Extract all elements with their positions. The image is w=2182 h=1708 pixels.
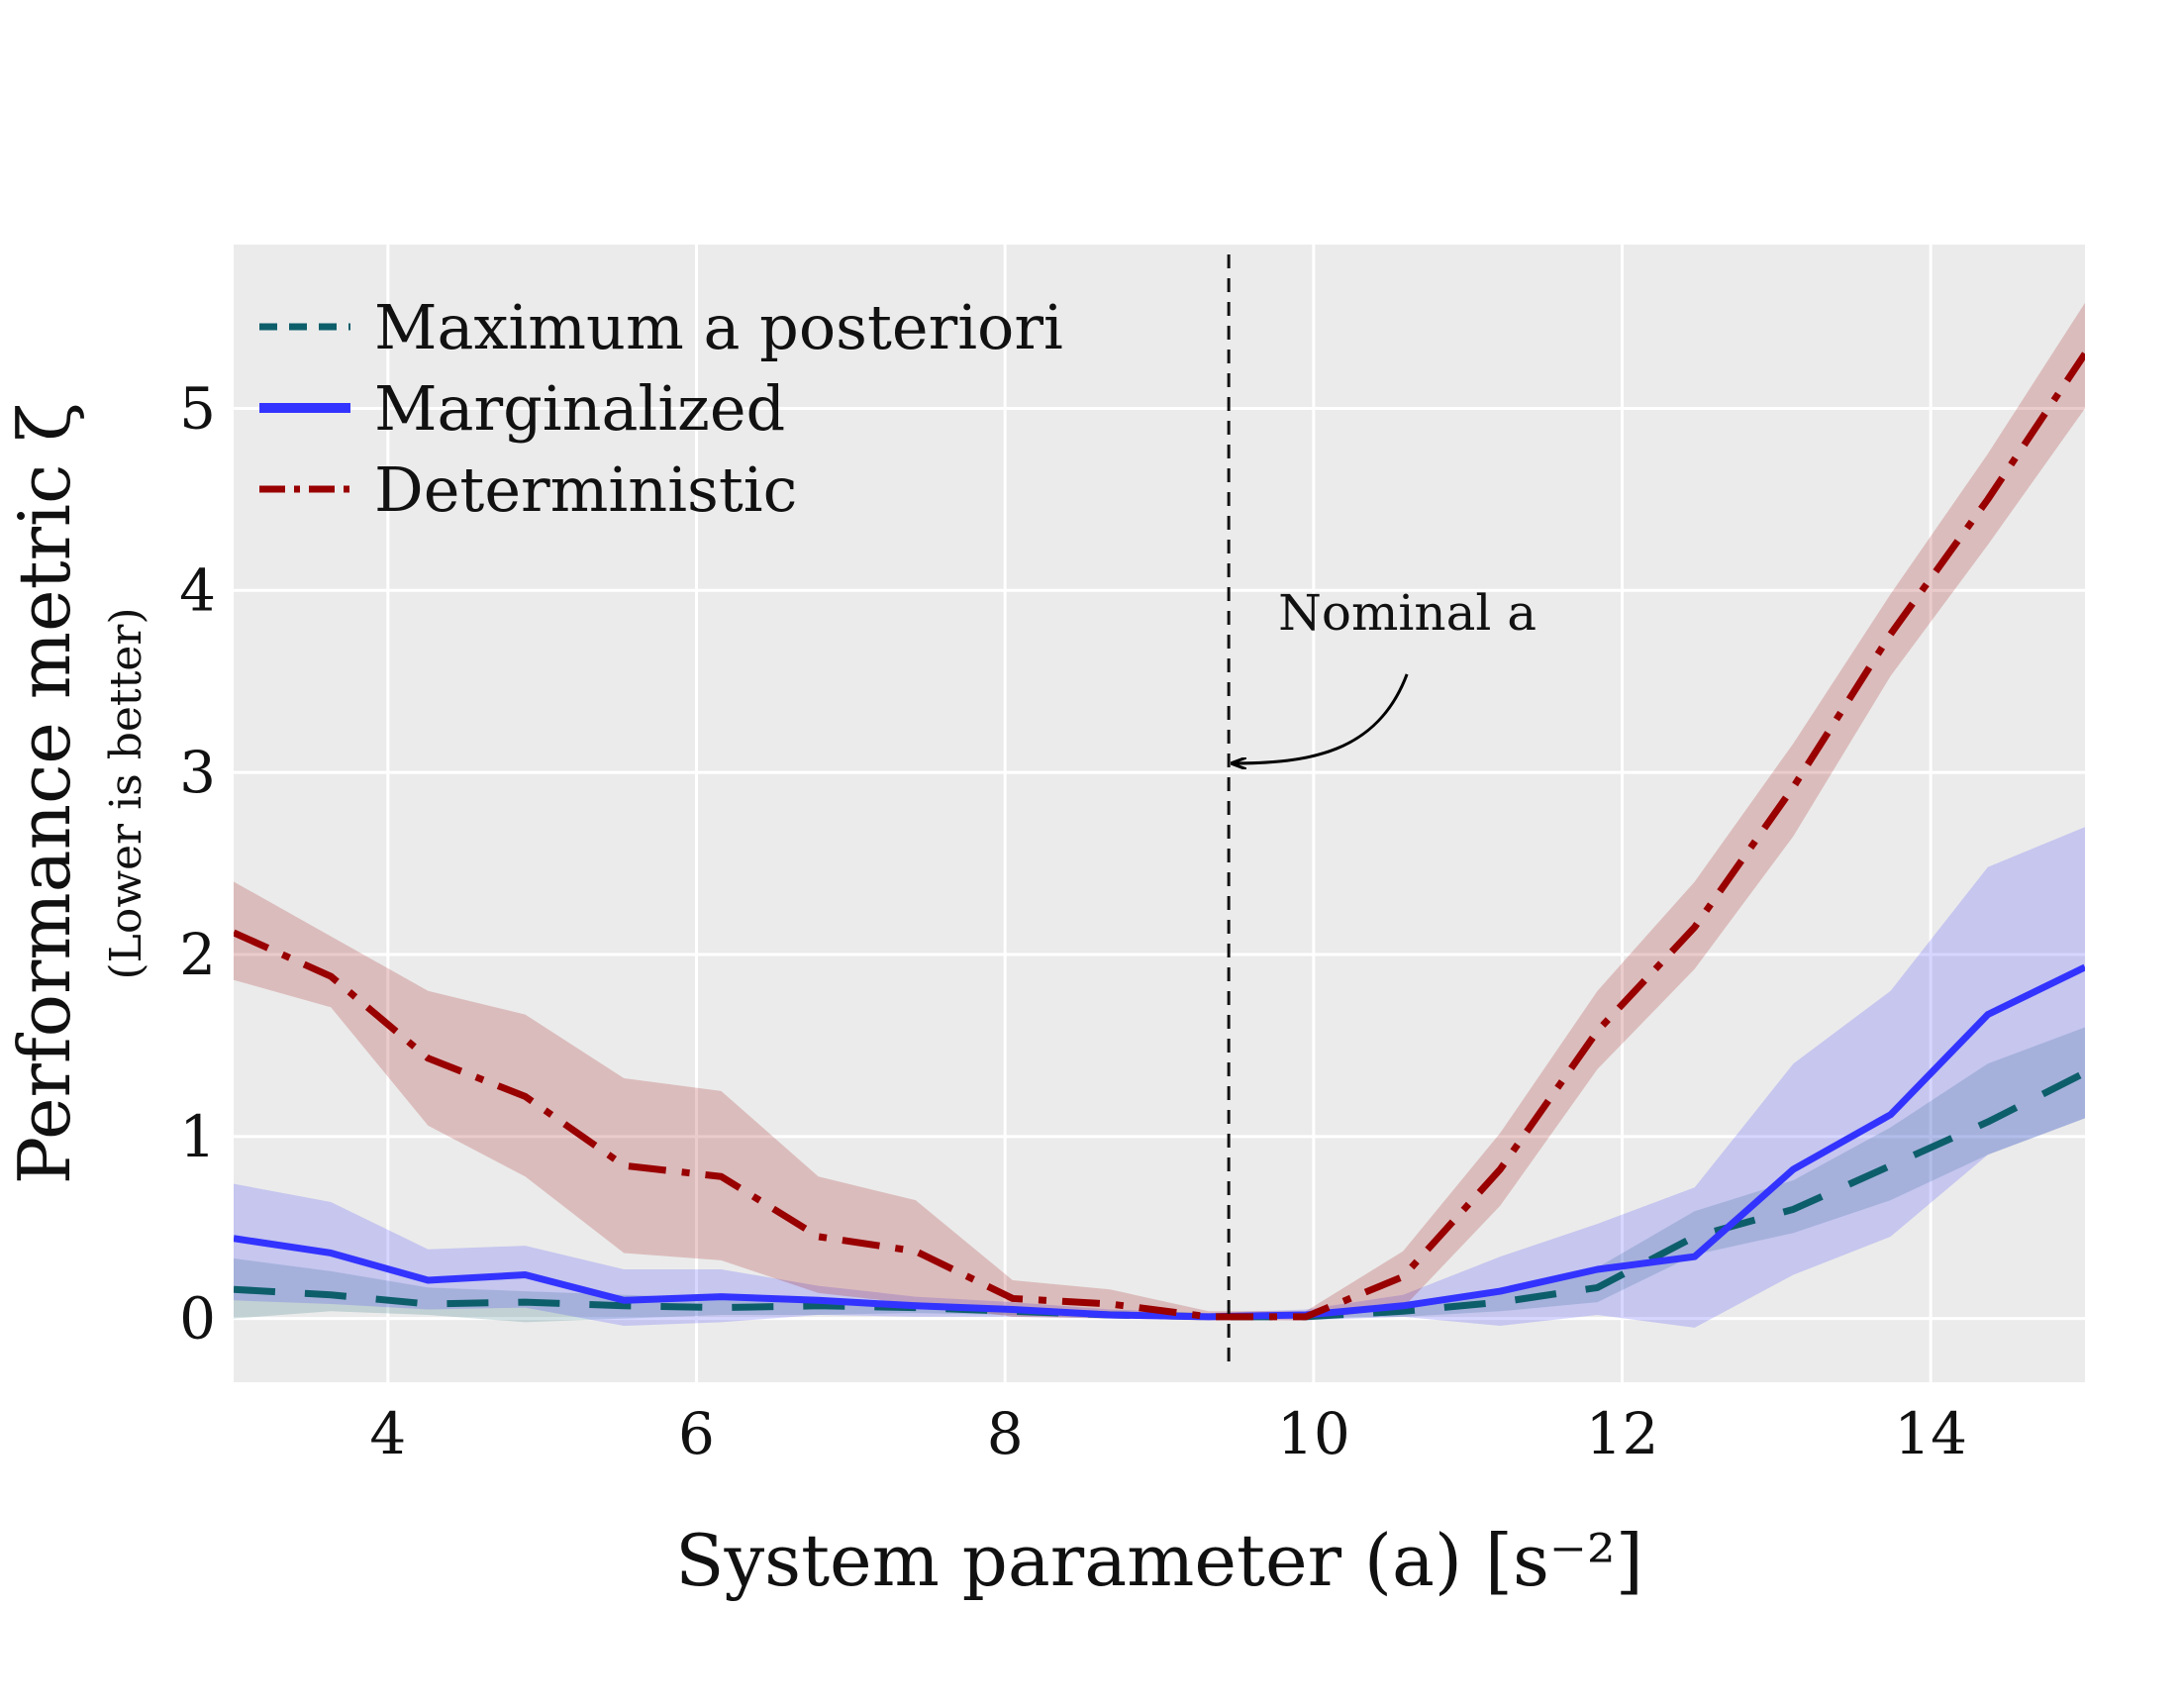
- x-axis-label: System parameter (a) [s⁻²]: [675, 1519, 1643, 1602]
- nominal-annotation: Nominal a: [1227, 254, 1537, 1362]
- grid-lines: [234, 245, 2085, 1382]
- y-tick-label: 4: [179, 556, 216, 624]
- x-tick-label: 12: [1586, 1400, 1659, 1467]
- legend-label: Marginalized: [374, 372, 785, 445]
- x-tick-labels: 4 6 8 10 12 14: [369, 1400, 1967, 1467]
- confidence-band: [234, 1027, 2085, 1323]
- series-line: [234, 352, 2085, 1321]
- y-tick-label: 5: [179, 374, 216, 442]
- series-lines: [234, 352, 2085, 1321]
- x-tick-label: 10: [1277, 1400, 1350, 1467]
- annotation-arrow: [1233, 673, 1409, 763]
- y-axis-label: Performance metric ζ: [3, 403, 86, 1185]
- y-tick-label: 1: [179, 1103, 216, 1170]
- x-tick-label: 14: [1894, 1400, 1967, 1467]
- x-tick-label: 6: [678, 1400, 715, 1467]
- series-line: [234, 963, 2085, 1321]
- y-axis-sublabel: (Lower is better): [101, 607, 151, 979]
- y-tick-label: 2: [179, 921, 216, 988]
- legend: Maximum a posteriori Marginalized Determin…: [259, 291, 1063, 526]
- legend-label: Maximum a posteriori: [374, 291, 1063, 363]
- y-tick-label: 3: [179, 739, 216, 806]
- y-tick-labels: 0 1 2 3 4 5: [179, 374, 216, 1352]
- series-line: [234, 1069, 2085, 1321]
- legend-label: Deterministic: [374, 453, 797, 526]
- annotation-text: Nominal a: [1278, 584, 1537, 642]
- x-tick-label: 8: [987, 1400, 1024, 1467]
- y-tick-label: 0: [179, 1285, 216, 1353]
- x-tick-label: 4: [369, 1400, 406, 1467]
